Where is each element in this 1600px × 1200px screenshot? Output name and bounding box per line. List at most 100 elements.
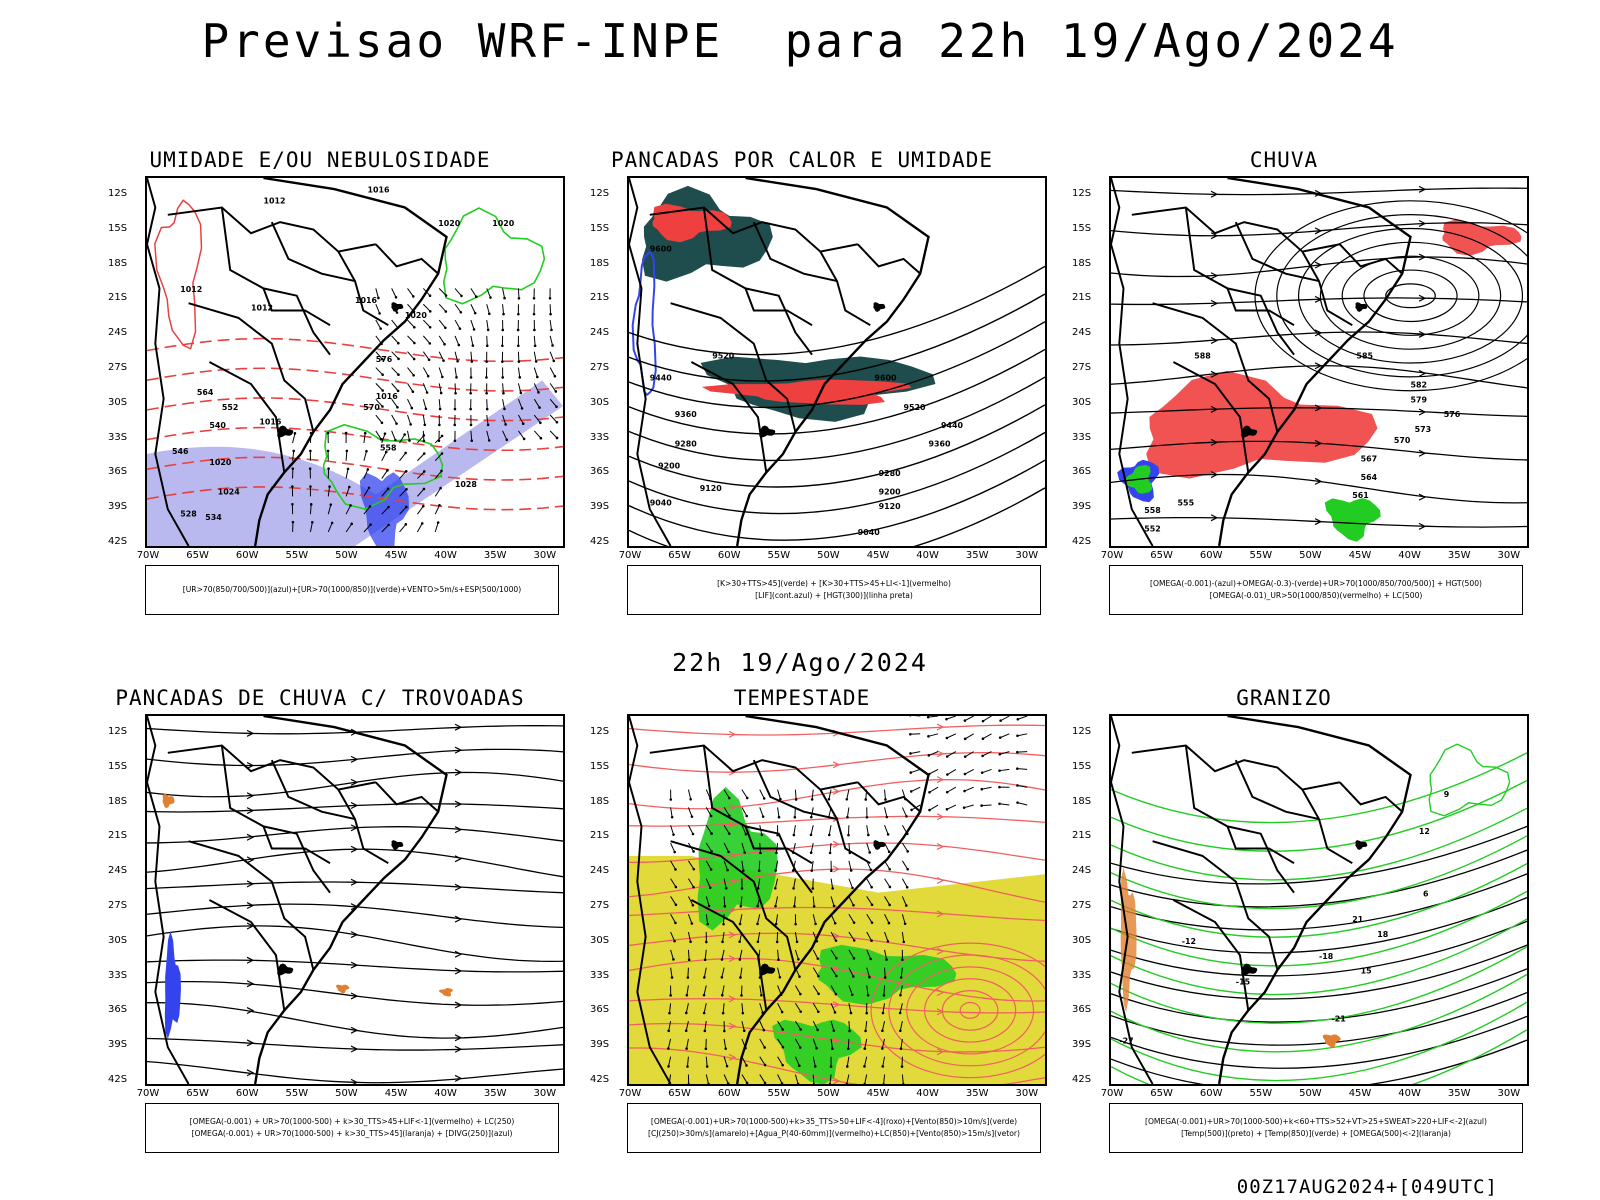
wind-vector <box>741 1020 745 1031</box>
wind-vector <box>928 733 939 737</box>
wind-vector <box>864 1038 868 1049</box>
wind-vector <box>884 878 891 888</box>
streamline-arrow <box>728 730 737 738</box>
latitude-label: 21S <box>108 830 128 842</box>
wind-vector-head <box>845 797 849 801</box>
wind-vector-head <box>471 344 475 347</box>
wind-vector-head <box>998 785 1001 789</box>
streamline-arrow <box>246 807 255 815</box>
wind-vector-head <box>669 798 673 801</box>
rain-area <box>1146 370 1378 479</box>
wind-vector-head <box>533 328 536 332</box>
wind-vector-head <box>501 328 505 332</box>
country-border <box>1152 840 1279 971</box>
wind-vector-head <box>427 358 431 362</box>
wind-vector-head <box>963 737 967 741</box>
wind-vector-head <box>815 1046 818 1050</box>
wind-vector <box>947 768 957 775</box>
wind-vector-head <box>404 469 408 473</box>
wind-vector <box>794 1038 801 1048</box>
wind-vector-head <box>501 360 504 363</box>
wind-vector <box>407 430 410 441</box>
wind-vector <box>470 288 477 297</box>
wind-vector-head <box>761 815 765 818</box>
wind-vector-head <box>901 958 904 962</box>
contour-label: 9360 <box>675 410 698 419</box>
wind-vector-head <box>428 325 432 329</box>
wind-vector-head <box>349 504 352 507</box>
wind-vector-head <box>344 431 348 435</box>
streamline-arrow <box>1418 493 1427 501</box>
streamline-arrow <box>1314 477 1323 485</box>
wind-vector <box>723 1038 727 1049</box>
wind-vector <box>901 931 905 942</box>
wind-vector <box>792 860 796 871</box>
streamline-arrow <box>454 1001 463 1009</box>
wind-vector <box>811 860 814 871</box>
wind-vector-head <box>329 503 333 506</box>
streamline <box>1111 516 1527 528</box>
wind-vector <box>391 383 399 392</box>
contour-label: 1028 <box>455 480 478 489</box>
wind-vector <box>723 807 730 816</box>
wind-vector-head <box>742 869 745 872</box>
wind-vector <box>417 435 425 444</box>
wind-vector-head <box>870 939 873 942</box>
wind-vector-head <box>762 797 766 800</box>
wind-vector-head <box>326 431 330 435</box>
wind-vector <box>417 488 425 497</box>
wind-vector-head <box>723 905 727 908</box>
legend-line: [LIF](cont.azul) + [HGT(300)](linha pret… <box>755 591 913 600</box>
wind-vector-head <box>533 344 537 348</box>
wind-vector-head <box>830 869 833 873</box>
wind-vector-head <box>963 789 966 793</box>
latitude-label: 21S <box>1072 830 1092 842</box>
wind-vector <box>964 768 974 775</box>
thickness-contour <box>147 486 563 511</box>
wind-vector <box>703 985 707 996</box>
latitude-label: 15S <box>590 222 610 234</box>
wind-vector <box>866 913 873 923</box>
streamline-arrow <box>832 965 841 973</box>
wind-vector-head <box>726 868 729 872</box>
humidity-core <box>359 472 410 546</box>
wind-vector-head <box>709 814 713 818</box>
streamline <box>147 1002 563 1039</box>
coastline-east <box>253 178 448 546</box>
wind-vector <box>794 789 797 800</box>
wind-vector-head <box>909 752 912 755</box>
rain-green-area <box>1324 498 1381 542</box>
streamline-arrow <box>246 1039 255 1047</box>
coastline-west <box>1111 178 1154 546</box>
latitude-label: 42S <box>1072 1074 1092 1085</box>
wind-vector-head <box>673 850 676 854</box>
latitude-label: 27S <box>1072 362 1092 373</box>
wind-vector-head <box>827 797 831 801</box>
wind-vector-head <box>998 736 1002 739</box>
wind-vector-head <box>794 798 798 801</box>
longitude-label: 55W <box>285 550 309 561</box>
wind-vector-head <box>690 815 694 818</box>
wind-vector <box>899 985 903 996</box>
wind-vector <box>327 486 331 497</box>
streamline-arrow <box>246 980 255 988</box>
streamline <box>1111 331 1527 346</box>
wind-vector-head <box>426 374 430 378</box>
wind-vector-head <box>708 886 712 889</box>
latitude-label: 24S <box>108 865 128 877</box>
wind-vector-head <box>367 486 371 490</box>
wind-vector <box>741 1003 744 1014</box>
contour-label: 1020 <box>405 311 428 320</box>
wind-vector-head <box>397 357 400 361</box>
wind-vector-head <box>797 958 800 961</box>
latitude-label: 30S <box>590 934 610 946</box>
country-border <box>1339 243 1403 275</box>
latitude-label: 36S <box>590 1004 610 1016</box>
contour-label: 1012 <box>263 197 285 206</box>
longitude-label: 45W <box>384 1088 408 1099</box>
latitude-label: 12S <box>590 188 610 199</box>
wind-vector <box>759 985 762 996</box>
wind-vector <box>864 1074 868 1084</box>
wind-vector-head <box>741 1011 745 1015</box>
wind-vector-head <box>928 790 931 794</box>
